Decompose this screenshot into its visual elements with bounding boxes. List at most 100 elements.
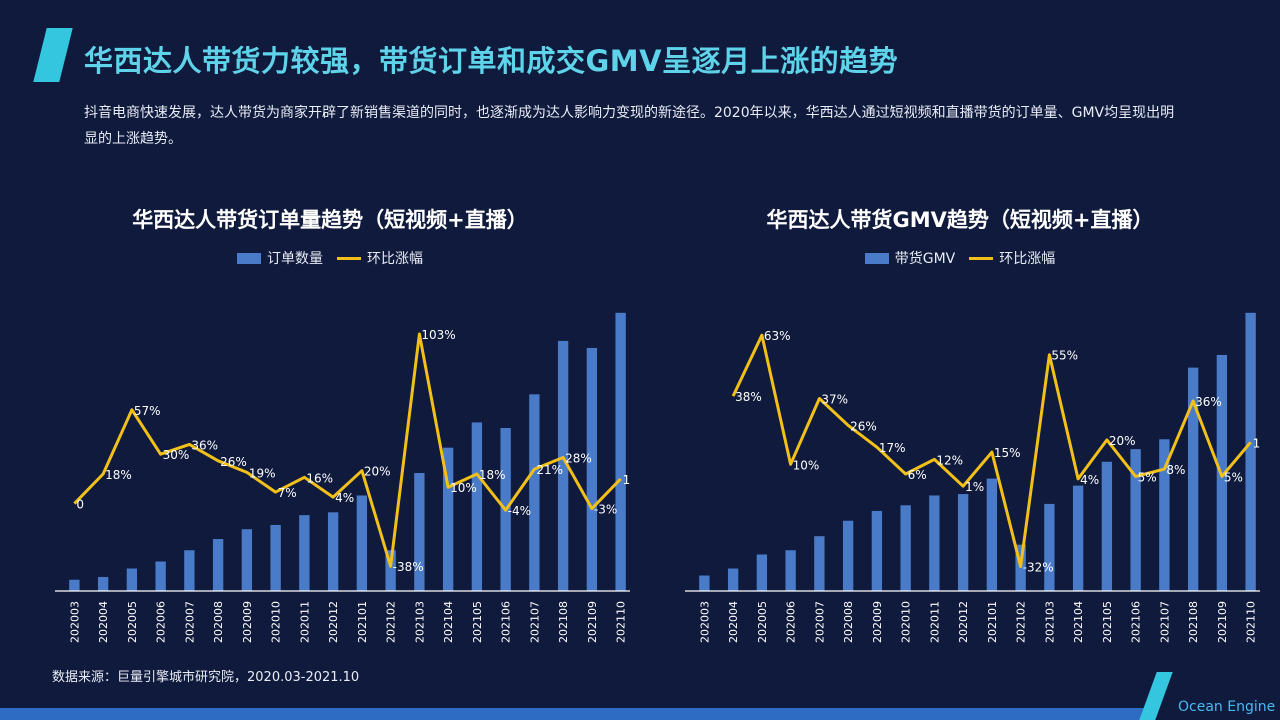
- bar-202009: [241, 529, 253, 591]
- gmv-chart-title: 华西达人带货GMV趋势（短视频+直播）: [766, 208, 1154, 232]
- brand-logo-text: Ocean Engine: [1178, 699, 1276, 715]
- legend-bar-swatch: [237, 252, 261, 264]
- brand-accent-bar: [1139, 672, 1173, 720]
- growth-data-label: 38%: [735, 390, 762, 404]
- bar-202110: [1245, 312, 1256, 591]
- x-tick-label: 202005: [756, 601, 769, 643]
- growth-data-label: 10%: [793, 458, 820, 472]
- bar-202109: [586, 347, 598, 591]
- growth-data-label: 15%: [623, 473, 630, 487]
- x-tick-label: 202109: [1216, 601, 1229, 643]
- x-tick-label: 202103: [1043, 601, 1056, 643]
- x-tick-label: 202006: [785, 601, 798, 643]
- bar-202110: [615, 312, 626, 591]
- growth-data-label: 15%: [994, 446, 1021, 460]
- x-tick-label: 202109: [586, 601, 599, 643]
- title-accent-bar: [33, 28, 73, 82]
- legend-item-gmv: 带货GMV: [864, 248, 956, 268]
- growth-data-label: 19%: [249, 466, 276, 480]
- bar-202006: [785, 550, 796, 591]
- x-tick-label: 202108: [557, 601, 570, 643]
- legend-label-gmv: 带货GMV: [894, 251, 956, 267]
- growth-data-label: 63%: [764, 329, 791, 343]
- legend-item-orders: 订单数量: [237, 248, 323, 268]
- growth-data-label: 5%: [1224, 470, 1243, 484]
- x-tick-label: 202011: [928, 601, 941, 643]
- x-tick-label: 202005: [126, 601, 139, 643]
- bar-202104: [1072, 485, 1084, 591]
- x-tick-label: 202011: [298, 601, 311, 643]
- x-tick-label: 202004: [727, 601, 740, 643]
- x-tick-label: 202103: [413, 601, 426, 643]
- growth-data-label: 19%: [1253, 436, 1260, 450]
- bar-202102: [385, 550, 396, 591]
- x-tick-label: 202009: [241, 601, 254, 643]
- x-tick-label: 202007: [183, 601, 196, 643]
- growth-data-label: 26%: [220, 455, 247, 469]
- bar-202106: [1130, 449, 1141, 591]
- x-tick-label: 202012: [957, 601, 970, 643]
- bar-202108: [557, 340, 569, 591]
- bar-202012: [957, 494, 969, 591]
- x-tick-label: 202107: [528, 601, 541, 643]
- x-tick-label: 202007: [813, 601, 826, 643]
- growth-line: [731, 333, 1252, 568]
- x-tick-label: 202104: [1072, 601, 1085, 643]
- bar-202003: [69, 579, 80, 591]
- x-tick-label: 202010: [900, 601, 913, 643]
- legend-line-swatch: [337, 256, 361, 260]
- growth-data-label: 28%: [565, 452, 592, 466]
- gmv-chart-legend: 带货GMV 环比涨幅: [660, 248, 1260, 268]
- growth-data-label: 1%: [965, 480, 984, 494]
- x-tick-label: 202110: [1245, 601, 1258, 643]
- bar-202010: [270, 524, 281, 591]
- x-tick-label: 202009: [871, 601, 884, 643]
- growth-data-label: 16%: [306, 471, 333, 485]
- gmv-chart: 华西达人带货GMV趋势（短视频+直播） 带货GMV 环比涨幅 202003 202…: [660, 200, 1260, 650]
- x-tick-label: 202106: [1130, 601, 1143, 643]
- legend-item-growth: 环比涨幅: [337, 248, 423, 268]
- bottom-stripe: [0, 708, 1150, 720]
- bar-202004: [97, 576, 109, 591]
- growth-data-label: 5%: [1138, 470, 1157, 484]
- x-tick-label: 202101: [986, 601, 999, 643]
- growth-data-label: 7%: [278, 486, 297, 500]
- bar-202107: [1159, 439, 1170, 591]
- legend-label-orders: 订单数量: [267, 251, 323, 267]
- x-tick-label: 202105: [471, 601, 484, 643]
- growth-data-label: 55%: [1051, 349, 1078, 363]
- growth-data-label: 8%: [1166, 463, 1185, 477]
- gmv-chart-plot: 202003 202004 202005 202006 202007 202008 2020…: [685, 312, 1260, 643]
- bar-202004: [727, 568, 739, 591]
- growth-data-label: -4%: [508, 504, 531, 518]
- bar-202008: [842, 520, 854, 591]
- x-tick-label: 202003: [68, 601, 81, 643]
- x-tick-label: 202006: [155, 601, 168, 643]
- x-tick-label: 202010: [270, 601, 283, 643]
- x-tick-label: 202108: [1187, 601, 1200, 643]
- orders-chart-plot: 202003 202004 202005 202006 202007 202008 2020…: [55, 312, 630, 643]
- bar-202101: [356, 495, 368, 591]
- bar-202005: [126, 568, 138, 591]
- growth-data-label: 21%: [536, 463, 563, 477]
- orders-chart: 华西达人带货订单量趋势（短视频+直播） 订单数量 环比涨幅 202003 2020…: [30, 200, 630, 650]
- x-tick-label: 202102: [385, 601, 398, 643]
- x-tick-label: 202102: [1015, 601, 1028, 643]
- x-tick-label: 202106: [500, 601, 513, 643]
- x-tick-label: 202012: [327, 601, 340, 643]
- orders-chart-legend: 订单数量 环比涨幅: [30, 248, 630, 268]
- growth-data-label: 36%: [191, 438, 218, 452]
- bar-202009: [871, 510, 883, 591]
- growth-data-label: 20%: [1109, 434, 1136, 448]
- growth-data-label: 17%: [879, 441, 906, 455]
- x-tick-label: 202008: [212, 601, 225, 643]
- bar-202103: [1044, 503, 1055, 591]
- x-tick-label: 202104: [442, 601, 455, 643]
- bar-202107: [529, 394, 540, 591]
- bar-202005: [756, 554, 768, 591]
- bar-202105: [1101, 461, 1113, 591]
- growth-data-label: -3%: [594, 503, 617, 517]
- growth-data-label: -32%: [1023, 561, 1054, 575]
- growth-data-label: -38%: [393, 560, 424, 574]
- bar-202010: [900, 505, 911, 591]
